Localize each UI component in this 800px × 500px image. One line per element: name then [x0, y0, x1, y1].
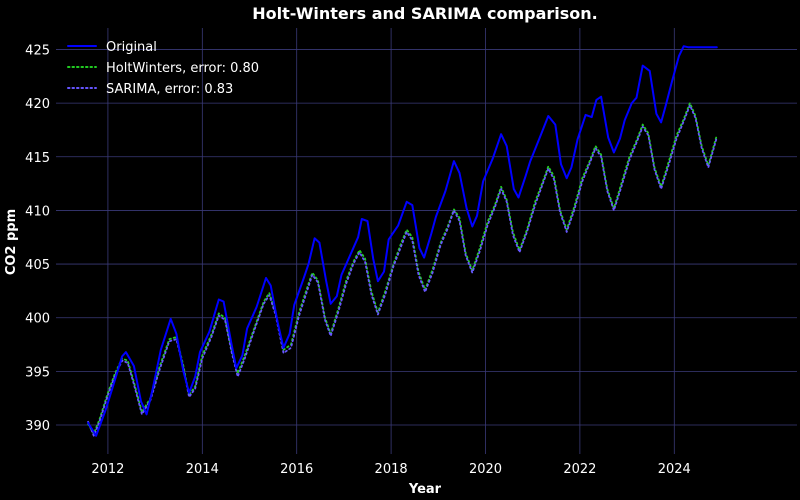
- x-tick-label: 2022: [563, 462, 596, 477]
- legend-label-0: Original: [106, 40, 157, 55]
- plot-area: [87, 45, 718, 437]
- y-tick-label: 420: [25, 97, 50, 112]
- y-tick-label: 415: [25, 151, 50, 166]
- series-line-0: [87, 45, 718, 437]
- series-line-2: [87, 104, 718, 437]
- y-tick-label: 400: [25, 312, 50, 327]
- x-tick-label: 2020: [469, 462, 502, 477]
- x-tick-label: 2016: [280, 462, 313, 477]
- chart-title: Holt-Winters and SARIMA comparison.: [252, 4, 597, 23]
- x-axis-title: Year: [408, 482, 442, 497]
- x-tick-label: 2018: [375, 462, 408, 477]
- y-tick-label: 390: [25, 419, 50, 434]
- grid: [56, 28, 797, 454]
- series-line-1: [87, 102, 718, 435]
- legend-label-1: HoltWinters, error: 0.80: [106, 61, 259, 76]
- x-tick-label: 2014: [186, 462, 219, 477]
- legend-label-2: SARIMA, error: 0.83: [106, 82, 233, 97]
- y-tick-label: 410: [25, 204, 50, 219]
- x-tick-label: 2012: [91, 462, 124, 477]
- y-tick-label: 425: [25, 43, 50, 58]
- y-tick-label: 405: [25, 258, 50, 273]
- x-tick-label: 2024: [658, 462, 691, 477]
- y-tick-label: 395: [25, 365, 50, 380]
- y-axis-title: CO2 ppm: [4, 209, 19, 275]
- legend: Original HoltWinters, error: 0.80 SARIMA, …: [67, 40, 259, 97]
- tick-labels: 2012 2014 2016 2018 2020 2022 2024 390 395 400 405…: [25, 43, 691, 477]
